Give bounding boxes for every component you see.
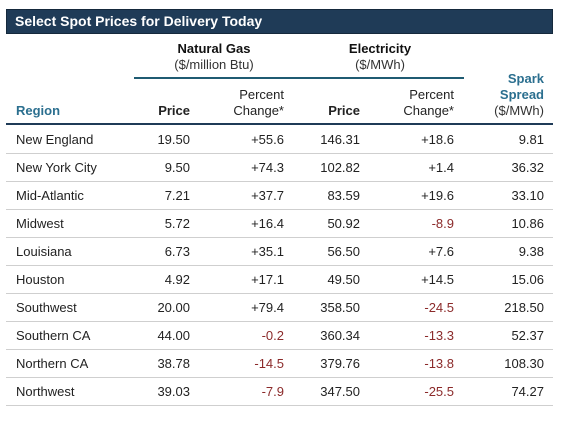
cell-gas-price: 20.00 [157,300,190,315]
column-header-elec-percent: Percent Change* [370,87,454,119]
cell-region: Midwest [16,216,64,231]
cell-elec-price: 379.76 [320,356,360,371]
spark-line1: Spark [507,71,544,86]
cell-elec-price: 102.82 [320,160,360,175]
cell-elec-pct: +19.6 [421,188,454,203]
elec-percent-line2: Change* [403,103,454,118]
cell-gas-price: 5.72 [164,216,190,231]
cell-gas-pct: +55.6 [251,132,284,147]
electricity-label: Electricity [348,41,412,56]
cell-spark: 52.37 [511,328,544,343]
electricity-group-header: Electricity ($/MWh) [300,41,460,73]
gas-percent-line2: Change* [233,103,284,118]
cell-gas-pct: -14.5 [254,356,284,371]
cell-gas-price: 19.50 [157,132,190,147]
column-header-spark-spread: Spark Spread ($/MWh) [470,71,544,119]
cell-gas-price: 6.73 [164,244,190,259]
table-row: Southwest 20.00 +79.4 358.50 -24.5 218.50 [6,294,553,322]
cell-elec-pct: -13.8 [424,356,454,371]
elec-percent-line1: Percent [409,87,454,102]
cell-gas-price: 38.78 [157,356,190,371]
cell-region: Mid-Atlantic [16,188,84,203]
cell-elec-pct: +7.6 [428,244,454,259]
cell-spark: 9.38 [518,244,544,259]
cell-spark: 36.32 [511,160,544,175]
table-row: Midwest 5.72 +16.4 50.92 -8.9 10.86 [6,210,553,238]
table-title: Select Spot Prices for Delivery Today [15,13,263,29]
cell-elec-pct: -8.9 [431,216,454,231]
cell-spark: 9.81 [518,132,544,147]
cell-gas-price: 39.03 [157,384,190,399]
cell-gas-pct: +74.3 [251,160,284,175]
cell-region: New England [16,132,94,147]
cell-region: Southwest [16,300,77,315]
table-row: Houston 4.92 +17.1 49.50 +14.5 15.06 [6,266,553,294]
cell-spark: 108.30 [504,356,544,371]
cell-spark: 15.06 [511,272,544,287]
cell-elec-price: 146.31 [320,132,360,147]
group-underline [134,77,464,79]
cell-elec-price: 347.50 [320,384,360,399]
cell-elec-pct: +14.5 [421,272,454,287]
cell-region: Louisiana [16,244,72,259]
cell-region: Southern CA [16,328,91,343]
cell-elec-price: 50.92 [327,216,360,231]
gas-percent-line1: Percent [239,87,284,102]
cell-elec-price: 83.59 [327,188,360,203]
cell-gas-price: 9.50 [164,160,190,175]
table-row: New England 19.50 +55.6 146.31 +18.6 9.81 [6,126,553,154]
cell-elec-price: 49.50 [327,272,360,287]
column-header-gas-percent: Percent Change* [200,87,284,119]
column-header-elec-price: Price [328,103,360,118]
cell-gas-price: 7.21 [164,188,190,203]
cell-elec-price: 56.50 [327,244,360,259]
cell-gas-price: 4.92 [164,272,190,287]
column-header-gas-price: Price [158,103,190,118]
table-row: Northern CA 38.78 -14.5 379.76 -13.8 108.30 [6,350,553,378]
cell-region: Northern CA [16,356,89,371]
cell-elec-pct: -13.3 [424,328,454,343]
cell-gas-pct: +79.4 [251,300,284,315]
cell-elec-price: 358.50 [320,300,360,315]
cell-region: Northwest [16,384,75,399]
spark-line2: Spread [499,87,544,102]
cell-gas-pct: -0.2 [261,328,284,343]
cell-gas-pct: +16.4 [251,216,284,231]
cell-elec-price: 360.34 [320,328,360,343]
cell-spark: 33.10 [511,188,544,203]
cell-gas-pct: +37.7 [251,188,284,203]
title-bar: Select Spot Prices for Delivery Today [6,9,553,34]
cell-region: Houston [16,272,65,287]
table-row: Southern CA 44.00 -0.2 360.34 -13.3 52.37 [6,322,553,350]
column-header-region: Region [16,103,61,118]
natural-gas-unit: ($/million Btu) [174,57,254,72]
cell-elec-pct: -24.5 [424,300,454,315]
spark-unit: ($/MWh) [494,103,544,118]
table-row: Louisiana 6.73 +35.1 56.50 +7.6 9.38 [6,238,553,266]
electricity-unit: ($/MWh) [355,57,405,72]
table-row: Mid-Atlantic 7.21 +37.7 83.59 +19.6 33.10 [6,182,553,210]
natural-gas-label: Natural Gas [177,41,251,56]
cell-elec-pct: -25.5 [424,384,454,399]
cell-gas-price: 44.00 [157,328,190,343]
cell-spark: 74.27 [511,384,544,399]
cell-spark: 10.86 [511,216,544,231]
natural-gas-group-header: Natural Gas ($/million Btu) [134,41,294,73]
cell-elec-pct: +1.4 [428,160,454,175]
cell-gas-pct: +17.1 [251,272,284,287]
cell-gas-pct: +35.1 [251,244,284,259]
table-row: Northwest 39.03 -7.9 347.50 -25.5 74.27 [6,378,553,406]
cell-spark: 218.50 [504,300,544,315]
cell-gas-pct: -7.9 [261,384,284,399]
header-divider [6,123,553,125]
cell-elec-pct: +18.6 [421,132,454,147]
cell-region: New York City [16,160,97,175]
table-row: New York City 9.50 +74.3 102.82 +1.4 36.32 [6,154,553,182]
